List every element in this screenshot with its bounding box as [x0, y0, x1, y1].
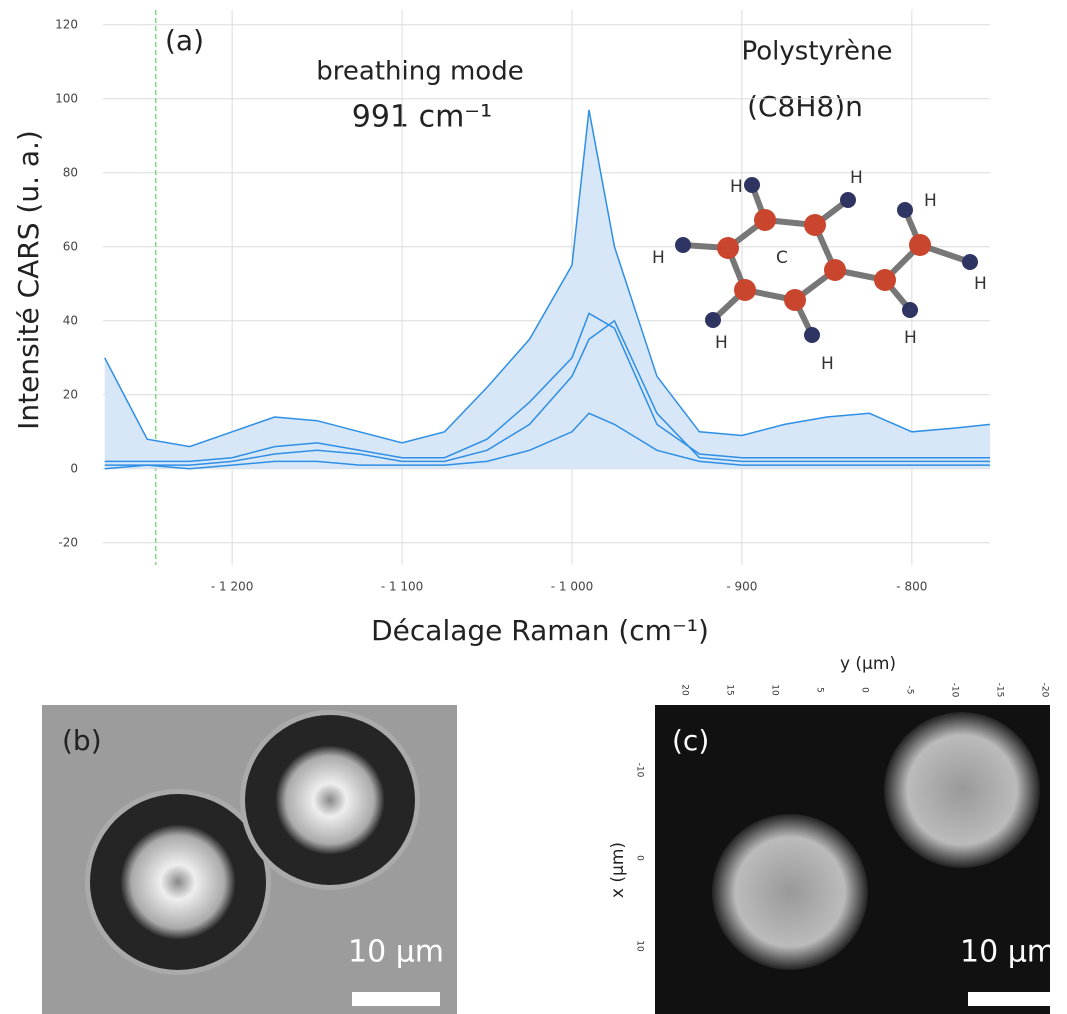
x-tick-label: - 800 — [896, 580, 927, 594]
tick-label: 5 — [815, 687, 825, 693]
tick-label: 0 — [635, 855, 645, 861]
y-tick-label: 20 — [63, 387, 78, 401]
atom-label: H — [715, 333, 728, 353]
molecule-formula: (C8H8)n — [747, 90, 863, 123]
atom-label: H — [730, 177, 743, 197]
y-tick-label: 40 — [63, 313, 78, 327]
atom-label: H — [821, 354, 834, 374]
y-axis-label: Intensité CARS (u. a.) — [12, 130, 45, 430]
atom-label: H — [652, 248, 665, 268]
atom-label: H — [904, 328, 917, 348]
tick-label: 15 — [725, 684, 735, 695]
x-axis-label: Décalage Raman (cm⁻¹) — [371, 614, 709, 647]
panel-label: (b) — [62, 724, 102, 757]
tick-label: 10 — [770, 684, 780, 696]
y-tick-label: 0 — [70, 461, 78, 475]
line — [104, 319, 990, 466]
y-tick-label: 80 — [63, 165, 78, 179]
tick-label: -20 — [1040, 683, 1050, 698]
panel-label: (c) — [672, 724, 709, 757]
panel-label: (a) — [165, 24, 204, 57]
x-tick-label: - 1 100 — [381, 580, 424, 594]
tick-label: -10 — [635, 763, 645, 778]
tick-label: -10 — [950, 683, 960, 698]
atom-label: H — [924, 191, 937, 211]
annotation: 991 cm⁻¹ — [352, 100, 492, 135]
scale-label: 10 µm — [960, 935, 1056, 970]
tick-label: 10 — [635, 940, 645, 952]
y-tick-label: 100 — [55, 91, 78, 105]
x-tick-label: - 1 000 — [551, 580, 594, 594]
x-tick-label: - 1 200 — [211, 580, 254, 594]
atom-label: H — [974, 274, 987, 294]
axis-label: x (µm) — [608, 842, 628, 898]
line — [104, 109, 991, 448]
y-tick-label: 60 — [63, 239, 78, 253]
annotation: breathing mode — [316, 57, 523, 87]
panel-c-ticks: 20 15 10 5 0 -5 -10 -15 -20 -10 0 10 — [635, 683, 1050, 952]
axis-label: y (µm) — [840, 654, 896, 674]
area — [104, 109, 991, 469]
atom-label: C — [776, 248, 788, 268]
tick-label: 20 — [680, 684, 690, 696]
panel-b — [42, 705, 457, 1014]
y-tick-label: -20 — [58, 535, 78, 549]
tick-label: -15 — [995, 683, 1005, 698]
atom-label: H — [850, 168, 863, 188]
y-tick-label: 120 — [55, 17, 78, 31]
panel-c — [655, 705, 1056, 1014]
tick-label: -5 — [905, 686, 915, 695]
line — [104, 412, 990, 470]
line — [104, 312, 990, 463]
plot: -20 0 20 40 60 80 100 120 - 1 200 - 1 100 - 1 000 -… — [55, 10, 991, 594]
molecule-name: Polystyrène — [742, 37, 893, 67]
scale-label: 10 µm — [348, 935, 444, 970]
x-tick-label: - 900 — [726, 580, 757, 594]
tick-label: 0 — [860, 687, 870, 693]
molecule — [675, 177, 978, 343]
